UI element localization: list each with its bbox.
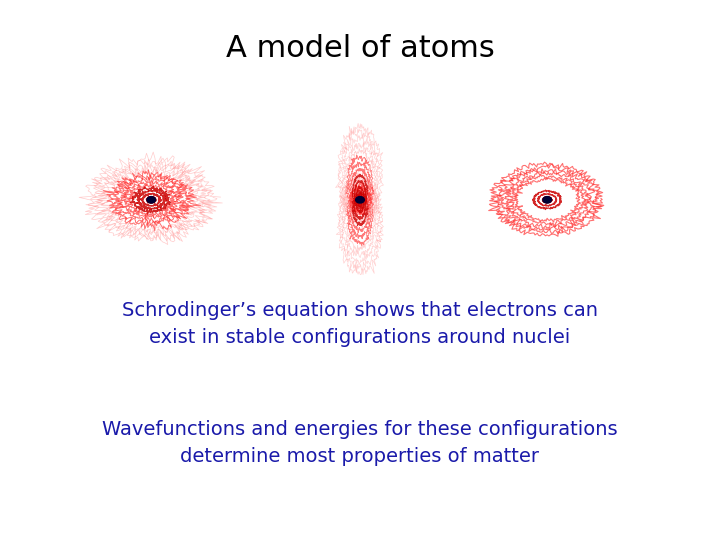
Circle shape: [543, 197, 552, 203]
Text: Schrodinger’s equation shows that electrons can
exist in stable configurations a: Schrodinger’s equation shows that electr…: [122, 301, 598, 347]
Circle shape: [356, 197, 364, 203]
Text: A model of atoms: A model of atoms: [225, 34, 495, 63]
Circle shape: [147, 197, 156, 203]
Text: Wavefunctions and energies for these configurations
determine most properties of: Wavefunctions and energies for these con…: [102, 420, 618, 465]
